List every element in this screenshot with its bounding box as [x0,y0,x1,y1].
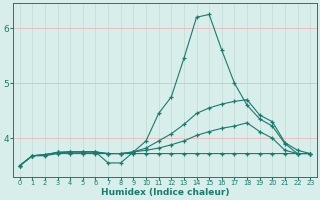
X-axis label: Humidex (Indice chaleur): Humidex (Indice chaleur) [101,188,229,197]
